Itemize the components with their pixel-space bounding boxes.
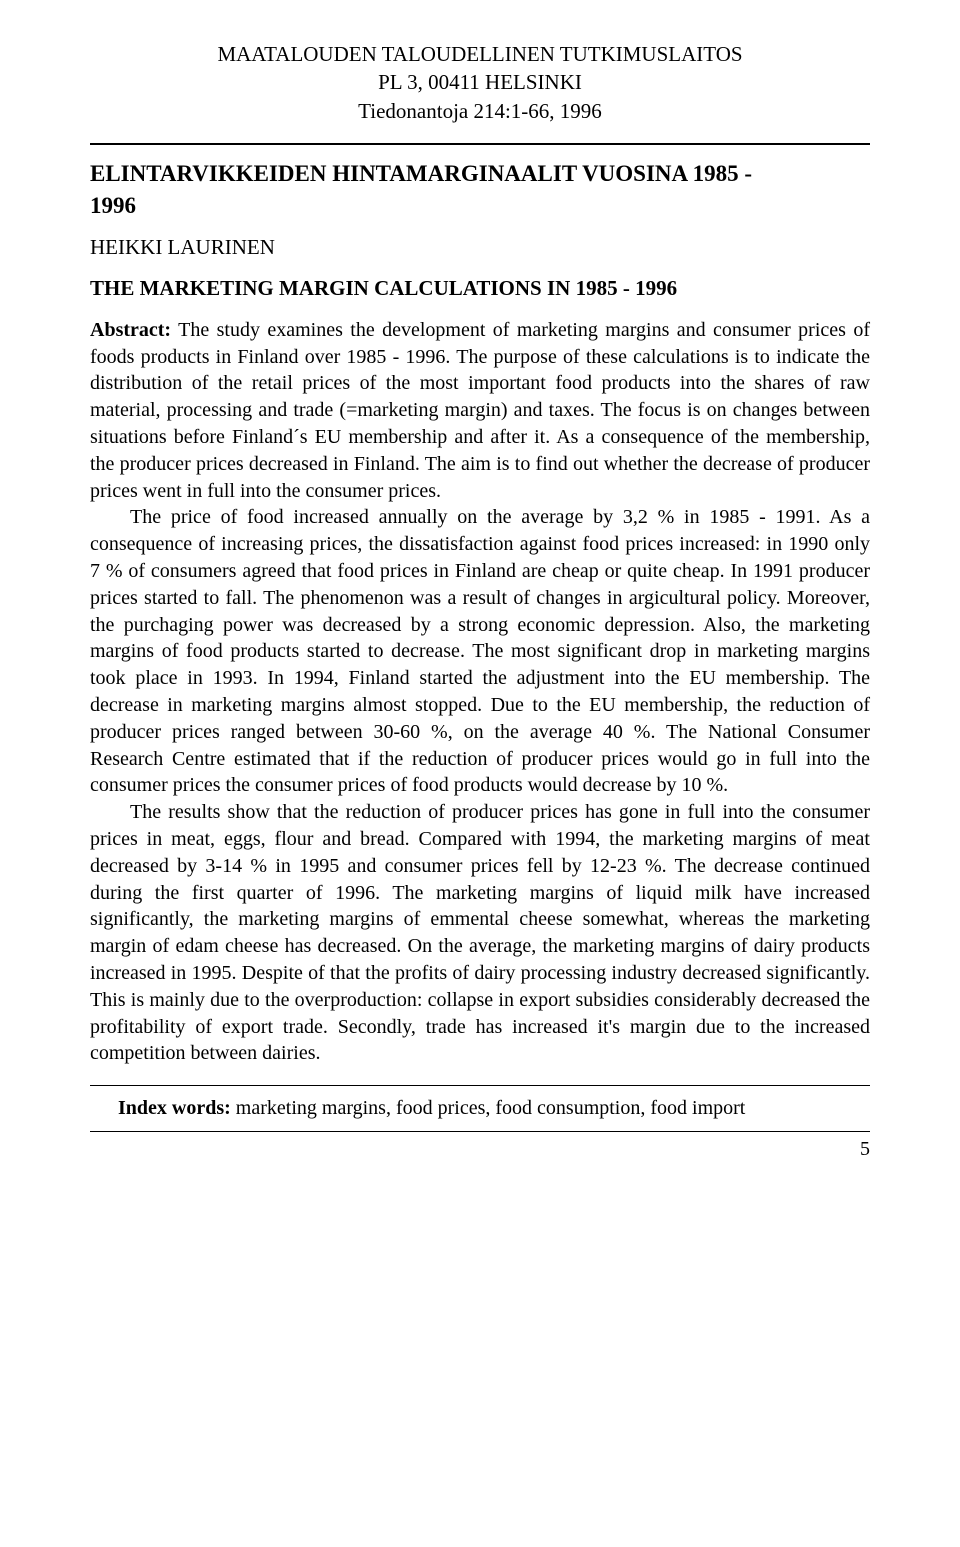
index-rule-top [90,1085,870,1086]
index-rule-bottom [90,1131,870,1132]
index-words-label: Index words: [118,1097,231,1119]
abstract-paragraph-2: The price of food increased annually on … [90,504,870,799]
article-title-line2: 1996 [90,191,870,221]
abstract-paragraph-1: Abstract: The study examines the develop… [90,317,870,505]
article-title-line1: ELINTARVIKKEIDEN HINTAMARGINAALIT VUOSIN… [90,159,870,189]
institution-name: MAATALOUDEN TALOUDELLINEN TUTKIMUSLAITOS [90,40,870,68]
page-number: 5 [90,1138,870,1161]
index-words-text: marketing margins, food prices, food con… [231,1097,746,1119]
header-rule [90,143,870,145]
author-name: HEIKKI LAURINEN [90,235,870,260]
abstract-paragraph-3: The results show that the reduction of p… [90,799,870,1067]
index-words-line: Index words: marketing margins, food pri… [90,1092,870,1125]
publication-series: Tiedonantoja 214:1-66, 1996 [90,97,870,125]
institution-address: PL 3, 00411 HELSINKI [90,68,870,96]
abstract-p1-text: The study examines the development of ma… [90,319,870,502]
article-subtitle: THE MARKETING MARGIN CALCULATIONS IN 198… [90,276,870,301]
document-page: MAATALOUDEN TALOUDELLINEN TUTKIMUSLAITOS… [0,0,960,1191]
abstract-body: Abstract: The study examines the develop… [90,317,870,1067]
index-words-block: Index words: marketing margins, food pri… [90,1085,870,1132]
document-header: MAATALOUDEN TALOUDELLINEN TUTKIMUSLAITOS… [90,40,870,125]
abstract-label: Abstract: [90,319,171,341]
